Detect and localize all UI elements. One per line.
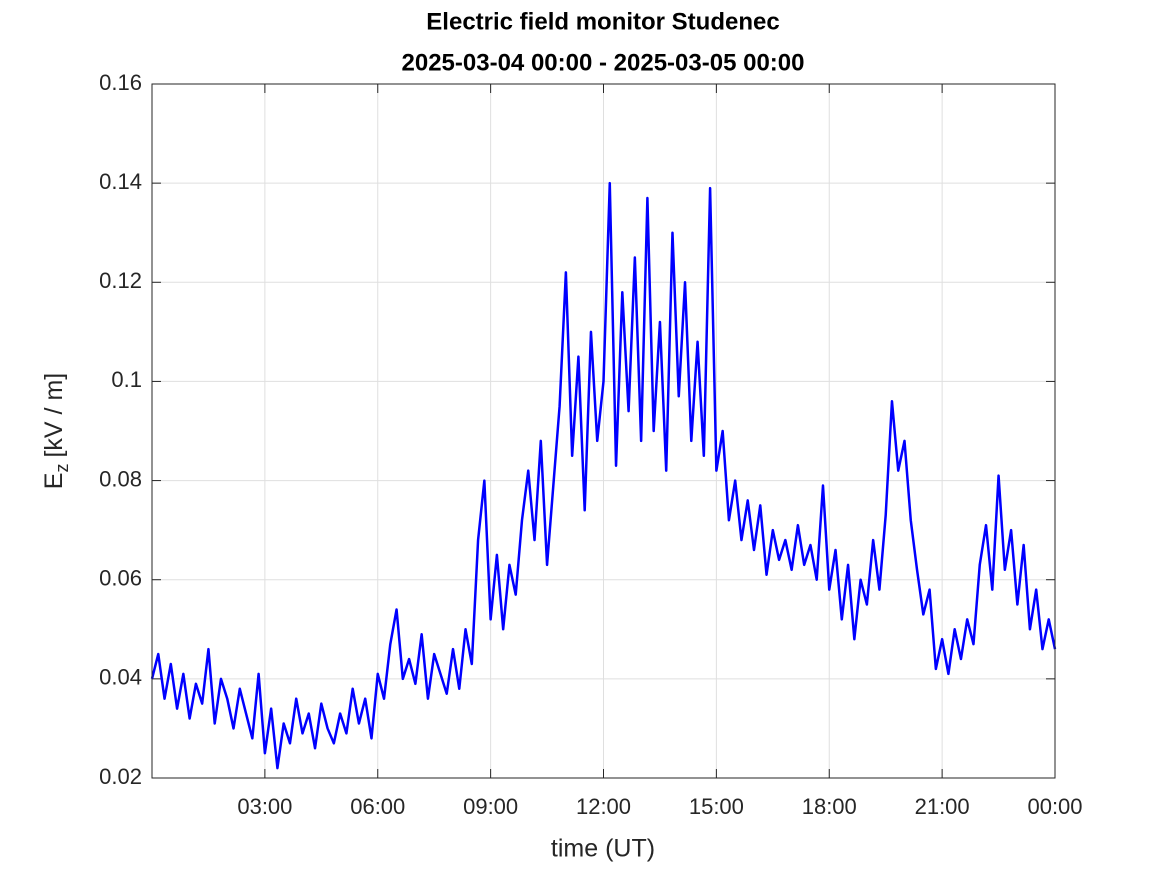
plot-frame — [151, 83, 1056, 779]
y-tick-label: 0.04 — [99, 665, 142, 690]
x-tick-label: 18:00 — [802, 794, 857, 819]
x-tick-label: 12:00 — [576, 794, 631, 819]
y-axis-label: Ez [kV / m] — [40, 373, 72, 489]
y-tick-label: 0.16 — [99, 70, 142, 95]
y-label-unit: [kV / m] — [40, 373, 68, 458]
y-label-subscript: z — [52, 464, 72, 473]
x-tick-label: 21:00 — [915, 794, 970, 819]
x-tick-label: 15:00 — [689, 794, 744, 819]
y-tick-label: 0.06 — [99, 566, 142, 591]
data-line — [150, 181, 1057, 770]
chart-subtitle: 2025-03-04 00:00 - 2025-03-05 00:00 — [402, 49, 805, 76]
x-tick-label: 06:00 — [350, 794, 405, 819]
chart-title: Electric field monitor Studenec — [426, 8, 779, 35]
y-tick-label: 0.1 — [111, 367, 142, 392]
y-tick-label: 0.14 — [99, 169, 142, 194]
x-axis-label: time (UT) — [551, 835, 655, 863]
x-tick-label: 09:00 — [463, 794, 518, 819]
y-tick-label: 0.08 — [99, 466, 142, 491]
y-tick-label: 0.02 — [99, 764, 142, 789]
x-tick-label: 00:00 — [1027, 794, 1082, 819]
x-tick-label: 03:00 — [237, 794, 292, 819]
y-tick-label: 0.12 — [99, 268, 142, 293]
y-label-main: E — [40, 473, 68, 490]
